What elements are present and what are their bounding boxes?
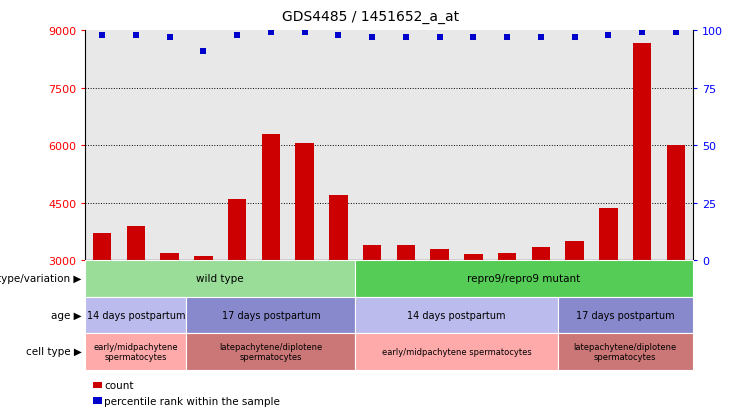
Point xyxy=(569,35,581,41)
Bar xyxy=(565,242,584,261)
Bar xyxy=(127,226,145,261)
Bar xyxy=(160,253,179,261)
Point xyxy=(130,32,142,39)
Point xyxy=(468,35,479,41)
Bar xyxy=(262,134,280,261)
Bar xyxy=(599,209,618,261)
Point xyxy=(299,30,310,37)
Bar xyxy=(531,247,551,261)
Point xyxy=(501,35,513,41)
Text: genotype/variation ▶: genotype/variation ▶ xyxy=(0,274,82,284)
Text: cell type ▶: cell type ▶ xyxy=(26,347,82,356)
Text: age ▶: age ▶ xyxy=(51,310,82,320)
Bar xyxy=(194,257,213,261)
Bar xyxy=(464,255,482,261)
Text: 17 days postpartum: 17 days postpartum xyxy=(222,310,320,320)
Point xyxy=(96,32,108,39)
Text: early/midpachytene spermatocytes: early/midpachytene spermatocytes xyxy=(382,347,531,356)
Bar xyxy=(329,195,348,261)
Text: percentile rank within the sample: percentile rank within the sample xyxy=(104,396,280,406)
Bar xyxy=(227,199,247,261)
Bar xyxy=(396,245,415,261)
Point xyxy=(333,32,345,39)
Bar xyxy=(93,234,111,261)
Bar xyxy=(431,249,449,261)
Text: latepachytene/diplotene
spermatocytes: latepachytene/diplotene spermatocytes xyxy=(219,342,322,361)
Text: early/midpachytene
spermatocytes: early/midpachytene spermatocytes xyxy=(93,342,178,361)
Point xyxy=(164,35,176,41)
Text: repro9/repro9 mutant: repro9/repro9 mutant xyxy=(468,274,581,284)
Text: latepachytene/diplotene
spermatocytes: latepachytene/diplotene spermatocytes xyxy=(574,342,677,361)
Point xyxy=(535,35,547,41)
Bar xyxy=(667,146,685,261)
Point xyxy=(400,35,412,41)
Point xyxy=(602,32,614,39)
Point xyxy=(433,35,445,41)
Bar xyxy=(296,144,314,261)
Point xyxy=(197,48,209,55)
Text: wild type: wild type xyxy=(196,274,244,284)
Text: GDS4485 / 1451652_a_at: GDS4485 / 1451652_a_at xyxy=(282,10,459,24)
Point xyxy=(670,30,682,37)
Point xyxy=(637,30,648,37)
Bar xyxy=(363,245,382,261)
Text: 14 days postpartum: 14 days postpartum xyxy=(408,310,506,320)
Text: 14 days postpartum: 14 days postpartum xyxy=(87,310,185,320)
Point xyxy=(366,35,378,41)
Point xyxy=(265,30,277,37)
Text: count: count xyxy=(104,380,134,390)
Text: 17 days postpartum: 17 days postpartum xyxy=(576,310,674,320)
Point xyxy=(231,32,243,39)
Bar xyxy=(633,44,651,261)
Bar xyxy=(498,253,516,261)
